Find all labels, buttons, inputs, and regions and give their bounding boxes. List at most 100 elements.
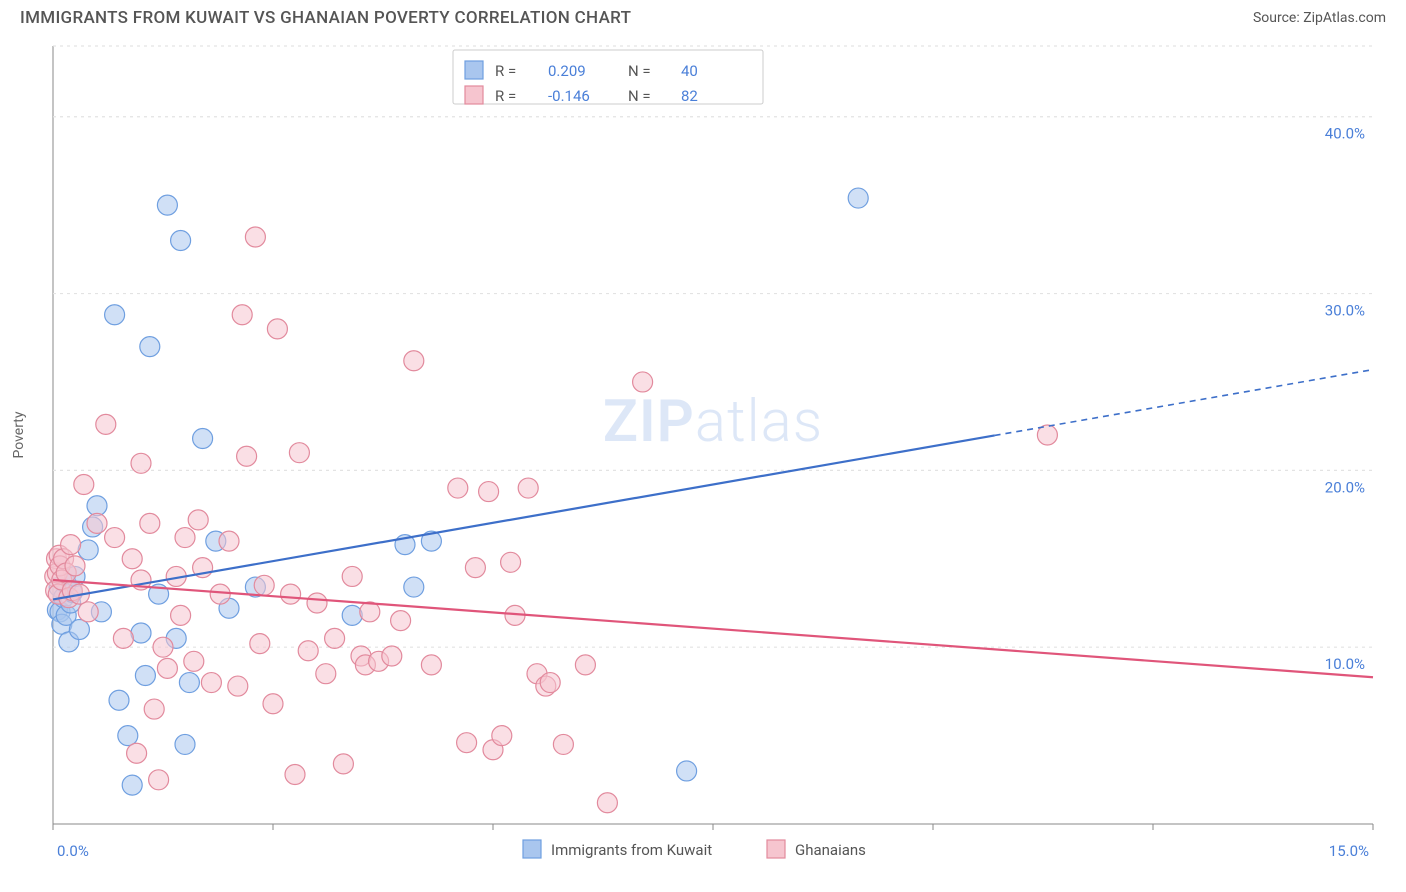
point-ghanaians (65, 556, 85, 576)
point-ghanaians (127, 743, 147, 763)
point-ghanaians (465, 558, 485, 578)
point-kuwait (122, 775, 142, 795)
point-ghanaians (122, 549, 142, 569)
legend-n-value: 40 (681, 62, 698, 80)
point-ghanaians (245, 227, 265, 247)
point-ghanaians (285, 764, 305, 784)
y-tick-label: 20.0% (1325, 478, 1365, 496)
point-ghanaians (479, 482, 499, 502)
source-attribution: Source: ZipAtlas.com (1253, 10, 1386, 26)
point-kuwait (404, 577, 424, 597)
point-ghanaians (228, 676, 248, 696)
point-kuwait (118, 726, 138, 746)
point-ghanaians (540, 673, 560, 693)
series-swatch (767, 840, 785, 858)
point-ghanaians (149, 770, 169, 790)
point-ghanaians (316, 664, 336, 684)
point-ghanaians (391, 611, 411, 631)
point-kuwait (87, 496, 107, 516)
point-ghanaians (281, 584, 301, 604)
point-kuwait (193, 429, 213, 449)
legend-r-label: R = (495, 62, 516, 80)
point-ghanaians (333, 754, 353, 774)
point-ghanaians (298, 641, 318, 661)
point-ghanaians (175, 528, 195, 548)
point-kuwait (179, 673, 199, 693)
legend-n-value: 82 (681, 87, 698, 105)
point-ghanaians (342, 566, 362, 586)
point-kuwait (131, 623, 151, 643)
point-kuwait (677, 761, 697, 781)
point-ghanaians (140, 513, 160, 533)
point-kuwait (342, 605, 362, 625)
point-ghanaians (263, 694, 283, 714)
source-link[interactable]: ZipAtlas.com (1303, 10, 1386, 26)
point-ghanaians (553, 734, 573, 754)
point-kuwait (157, 195, 177, 215)
point-ghanaians (144, 699, 164, 719)
regression-ghanaians (53, 580, 1373, 677)
point-ghanaians (382, 646, 402, 666)
point-ghanaians (210, 584, 230, 604)
series-label: Immigrants from Kuwait (551, 841, 712, 859)
point-ghanaians (113, 628, 133, 648)
point-kuwait (109, 690, 129, 710)
point-ghanaians (74, 475, 94, 495)
point-ghanaians (575, 655, 595, 675)
point-ghanaians (184, 651, 204, 671)
point-ghanaians (201, 673, 221, 693)
point-ghanaians (404, 351, 424, 371)
point-ghanaians (501, 552, 521, 572)
point-ghanaians (325, 628, 345, 648)
point-ghanaians (78, 602, 98, 622)
point-kuwait (135, 665, 155, 685)
point-ghanaians (633, 372, 653, 392)
legend-n-label: N = (628, 62, 651, 80)
source-label: Source: (1253, 10, 1300, 26)
legend-n-label: N = (628, 87, 651, 105)
point-kuwait (175, 734, 195, 754)
x-tick-label: 0.0% (57, 842, 89, 860)
point-ghanaians (492, 726, 512, 746)
chart-container: 10.0%20.0%30.0%40.0%0.0%15.0%PovertyZIPa… (3, 34, 1403, 864)
point-ghanaians (421, 655, 441, 675)
point-ghanaians (597, 793, 617, 813)
y-axis-label: Poverty (11, 411, 27, 458)
point-ghanaians (87, 513, 107, 533)
series-swatch (523, 840, 541, 858)
point-ghanaians (131, 453, 151, 473)
point-ghanaians (219, 531, 239, 551)
point-ghanaians (188, 510, 208, 530)
point-kuwait (69, 620, 89, 640)
point-kuwait (105, 305, 125, 325)
legend-swatch (465, 86, 483, 104)
x-tick-label: 15.0% (1329, 842, 1369, 860)
point-kuwait (78, 540, 98, 560)
y-tick-label: 30.0% (1325, 302, 1365, 320)
point-ghanaians (171, 605, 191, 625)
point-ghanaians (518, 478, 538, 498)
header: IMMIGRANTS FROM KUWAIT VS GHANAIAN POVER… (0, 0, 1406, 34)
point-ghanaians (232, 305, 252, 325)
point-ghanaians (254, 575, 274, 595)
y-tick-label: 10.0% (1325, 655, 1365, 673)
regression-kuwait-dashed (995, 370, 1373, 436)
legend-r-value: 0.209 (548, 62, 586, 80)
point-ghanaians (157, 658, 177, 678)
point-ghanaians (457, 733, 477, 753)
point-ghanaians (237, 446, 257, 466)
chart-title: IMMIGRANTS FROM KUWAIT VS GHANAIAN POVER… (20, 8, 631, 28)
correlation-chart: 10.0%20.0%30.0%40.0%0.0%15.0%PovertyZIPa… (3, 34, 1403, 864)
legend-r-label: R = (495, 87, 516, 105)
watermark: ZIPatlas (603, 388, 823, 456)
point-kuwait (140, 337, 160, 357)
point-ghanaians (448, 478, 468, 498)
point-ghanaians (307, 593, 327, 613)
point-kuwait (848, 188, 868, 208)
legend-swatch (465, 61, 483, 79)
point-ghanaians (61, 535, 81, 555)
point-kuwait (171, 231, 191, 251)
point-ghanaians (267, 319, 287, 339)
point-ghanaians (250, 634, 270, 654)
series-label: Ghanaians (795, 841, 866, 859)
